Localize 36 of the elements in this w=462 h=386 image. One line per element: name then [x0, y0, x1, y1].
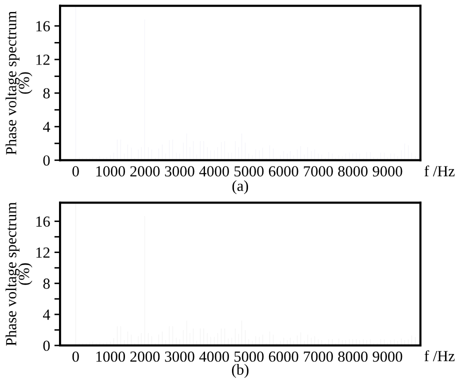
- text: (a): [232, 180, 248, 194]
- y-tick-label: 8: [43, 88, 50, 99]
- y-tick-label: 12: [36, 248, 50, 258]
- x-tick-label: 5000: [234, 351, 264, 362]
- x-tick-label: 2000: [130, 166, 160, 176]
- x-tick-label: 0: [72, 351, 79, 362]
- y-tick-label: 16: [36, 216, 50, 227]
- x-tick-label: 8000: [338, 351, 368, 362]
- x-axis-title: f /Hz: [424, 165, 455, 176]
- x-tick-label: 3000: [165, 351, 194, 362]
- y-tick-label: 12: [36, 54, 50, 65]
- x-tick-label: 2000: [130, 351, 160, 362]
- x-tick-label: 6000: [268, 166, 298, 176]
- x-tick-label: 7000: [304, 351, 333, 362]
- y-tick-label: 0: [43, 340, 50, 351]
- x-axis-title: f /Hz: [424, 350, 455, 362]
- x-tick-label: 1000: [96, 166, 125, 176]
- x-tick-label: 7000: [304, 166, 333, 176]
- x-tick-label: 9000: [372, 351, 402, 362]
- y-tick-label: 0: [43, 155, 50, 166]
- y-tick-label: 4: [42, 122, 50, 132]
- y-axis-title: Phase voltage spectrum (%): [6, 202, 32, 346]
- x-tick-label: 9000: [372, 166, 402, 176]
- y-tick-label: 8: [43, 278, 50, 289]
- y-tick-label: 16: [36, 21, 50, 32]
- y-axis-title: Phase voltage spectrum (%): [6, 11, 32, 155]
- x-tick-label: 4000: [199, 351, 229, 362]
- y-tick-label: 4: [42, 310, 50, 320]
- x-tick-label: 1000: [96, 351, 125, 362]
- x-tick-label: 5000: [234, 166, 264, 176]
- x-tick-label: 6000: [268, 351, 298, 362]
- text: (b): [232, 364, 248, 378]
- x-tick-label: 3000: [165, 166, 194, 176]
- x-tick-label: 4000: [199, 166, 229, 176]
- x-tick-label: 8000: [338, 166, 368, 176]
- x-tick-label: 0: [72, 166, 79, 176]
